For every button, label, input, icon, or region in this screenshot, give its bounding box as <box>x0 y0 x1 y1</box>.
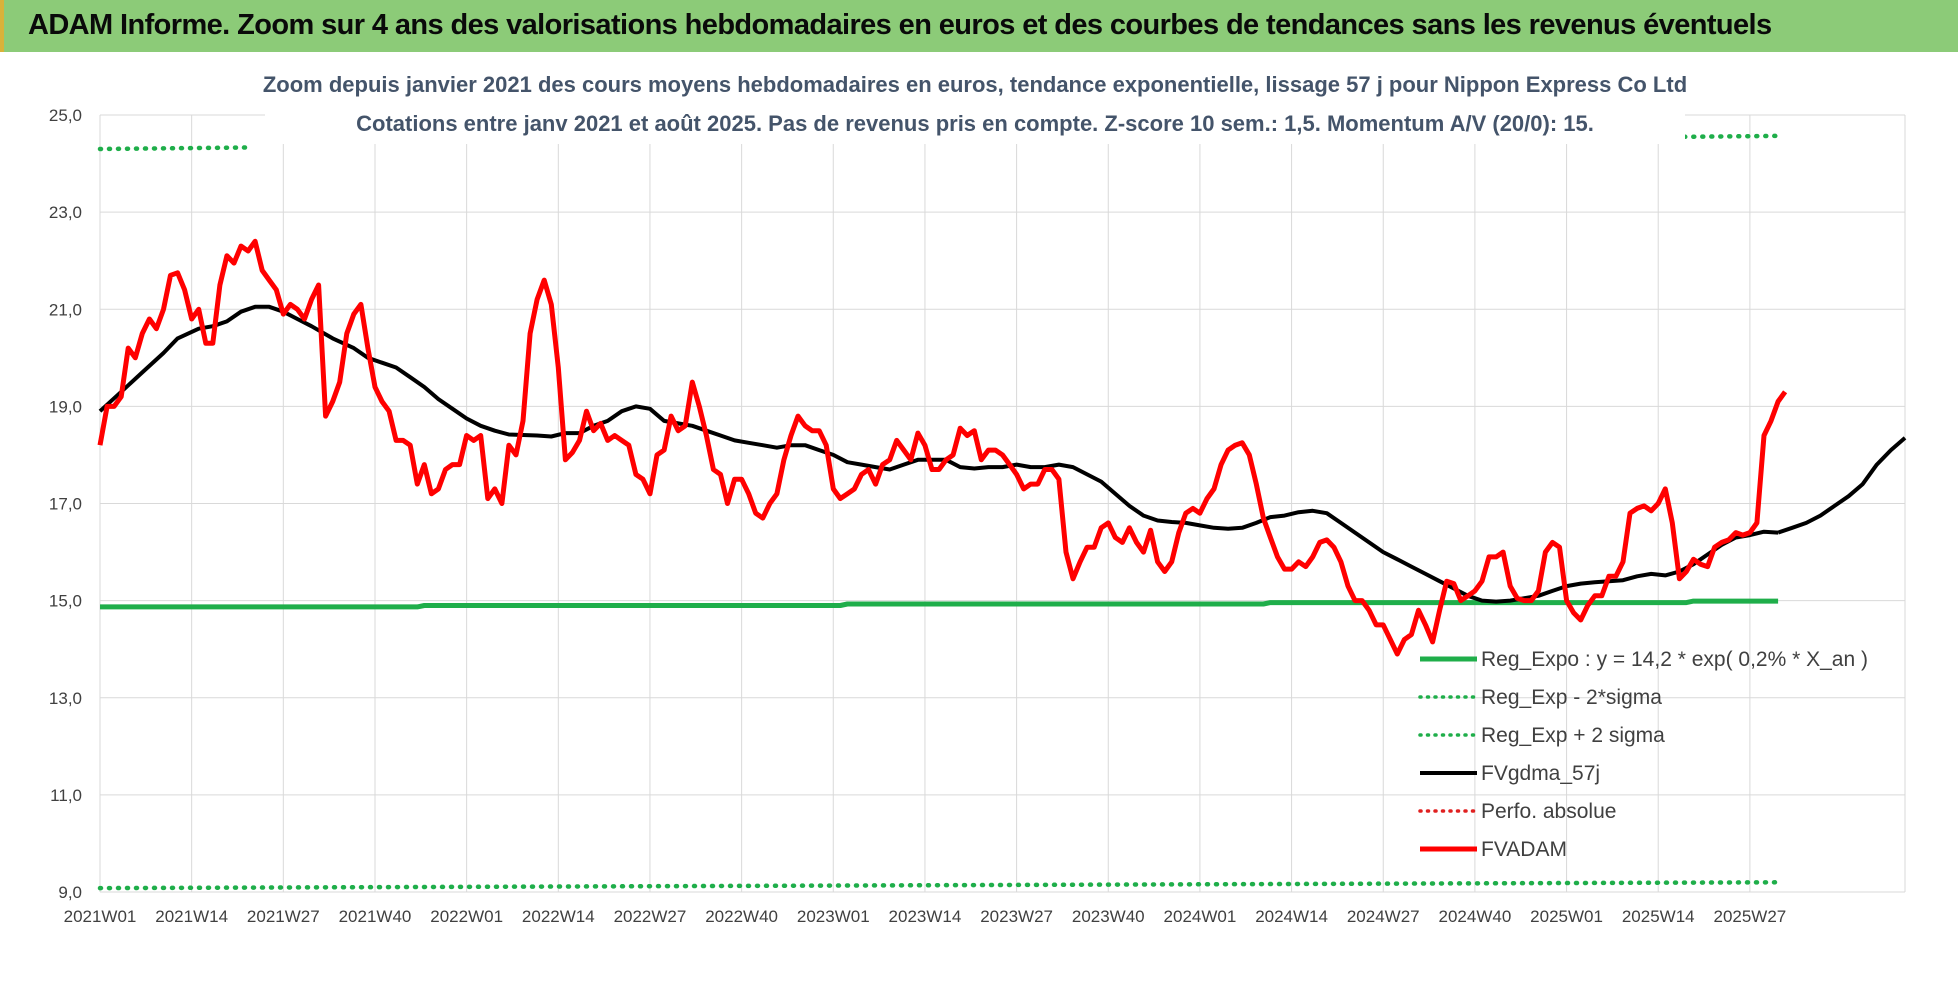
title-box <box>265 62 1685 144</box>
series-line-reg-expo-y-14-2-exp-0-2-x-an <box>100 598 1779 610</box>
y-tick-label: 23,0 <box>49 203 82 222</box>
y-tick-label: 11,0 <box>50 786 82 805</box>
legend-label: Reg_Exp - 2*sigma <box>1481 686 1662 709</box>
y-tick-label: 9,0 <box>58 883 82 902</box>
series-layer <box>97 133 1907 891</box>
x-tick-label: 2024W14 <box>1255 907 1328 926</box>
chart-title: Zoom depuis janvier 2021 des cours moyen… <box>263 72 1687 97</box>
x-tick-label: 2021W01 <box>64 907 137 926</box>
y-tick-label: 25,0 <box>49 106 82 125</box>
page-title: ADAM Informe. Zoom sur 4 ans des valoris… <box>28 9 1772 41</box>
x-tick-label: 2023W01 <box>797 907 870 926</box>
x-tick-label: 2021W40 <box>339 907 412 926</box>
y-tick-label: 21,0 <box>49 300 82 319</box>
y-axis: 9,0 11,0 13,0 15,0 17,0 19,0 21,0 23,0 25,0 <box>49 106 82 902</box>
legend-label: FVgdma_57j <box>1481 762 1600 785</box>
legend-label: FVADAM <box>1481 838 1567 861</box>
header-corner-accent <box>0 0 4 52</box>
x-tick-label: 2025W27 <box>1713 907 1786 926</box>
series-line-reg-exp-2-sigma <box>97 145 251 152</box>
x-tick-label: 2021W14 <box>155 907 228 926</box>
chart-subtitle: Cotations entre janv 2021 et août 2025. … <box>356 111 1594 136</box>
legend-label: Reg_Exp + 2 sigma <box>1481 724 1665 747</box>
y-tick-label: 17,0 <box>49 495 82 514</box>
legend-label: Reg_Expo : y = 14,2 * exp( 0,2% * X_an ) <box>1481 648 1868 671</box>
x-tick-label: 2025W01 <box>1530 907 1603 926</box>
x-tick-label: 2023W14 <box>889 907 962 926</box>
x-tick-label: 2025W14 <box>1622 907 1695 926</box>
y-tick-label: 13,0 <box>49 689 82 708</box>
x-tick-label: 2022W27 <box>614 907 687 926</box>
x-tick-label: 2022W01 <box>430 907 503 926</box>
series-line-fvgdma-57j <box>98 304 1779 604</box>
line-chart: 9,0 11,0 13,0 15,0 17,0 19,0 21,0 23,0 25,0 2021… <box>0 52 1958 984</box>
x-tick-label: 2024W27 <box>1347 907 1420 926</box>
x-tick-label: 2023W27 <box>980 907 1053 926</box>
x-tick-label: 2022W40 <box>705 907 778 926</box>
x-tick-label: 2023W40 <box>1072 907 1145 926</box>
x-tick-label: 2024W40 <box>1439 907 1512 926</box>
series-line-reg-exp-2-sigma <box>1529 133 1781 141</box>
x-tick-label: 2021W27 <box>247 907 320 926</box>
header-bar: ADAM Informe. Zoom sur 4 ans des valoris… <box>0 0 1958 52</box>
x-tick-label: 2022W14 <box>522 907 595 926</box>
series-line-fvadam <box>97 238 1788 657</box>
legend: Reg_Expo : y = 14,2 * exp( 0,2% * X_an )… <box>1418 648 1868 861</box>
x-tick-label: 2024W01 <box>1164 907 1237 926</box>
series-line-reg-exp-2-sigma <box>97 880 1781 891</box>
series-line-fvgdma-57j <box>1777 436 1907 535</box>
legend-label: Perfo. absolue <box>1481 800 1616 823</box>
x-axis: 2021W01 2021W14 2021W27 2021W40 2022W01 2022W… <box>64 907 1787 926</box>
y-tick-label: 19,0 <box>49 397 82 416</box>
y-tick-label: 15,0 <box>49 592 82 611</box>
